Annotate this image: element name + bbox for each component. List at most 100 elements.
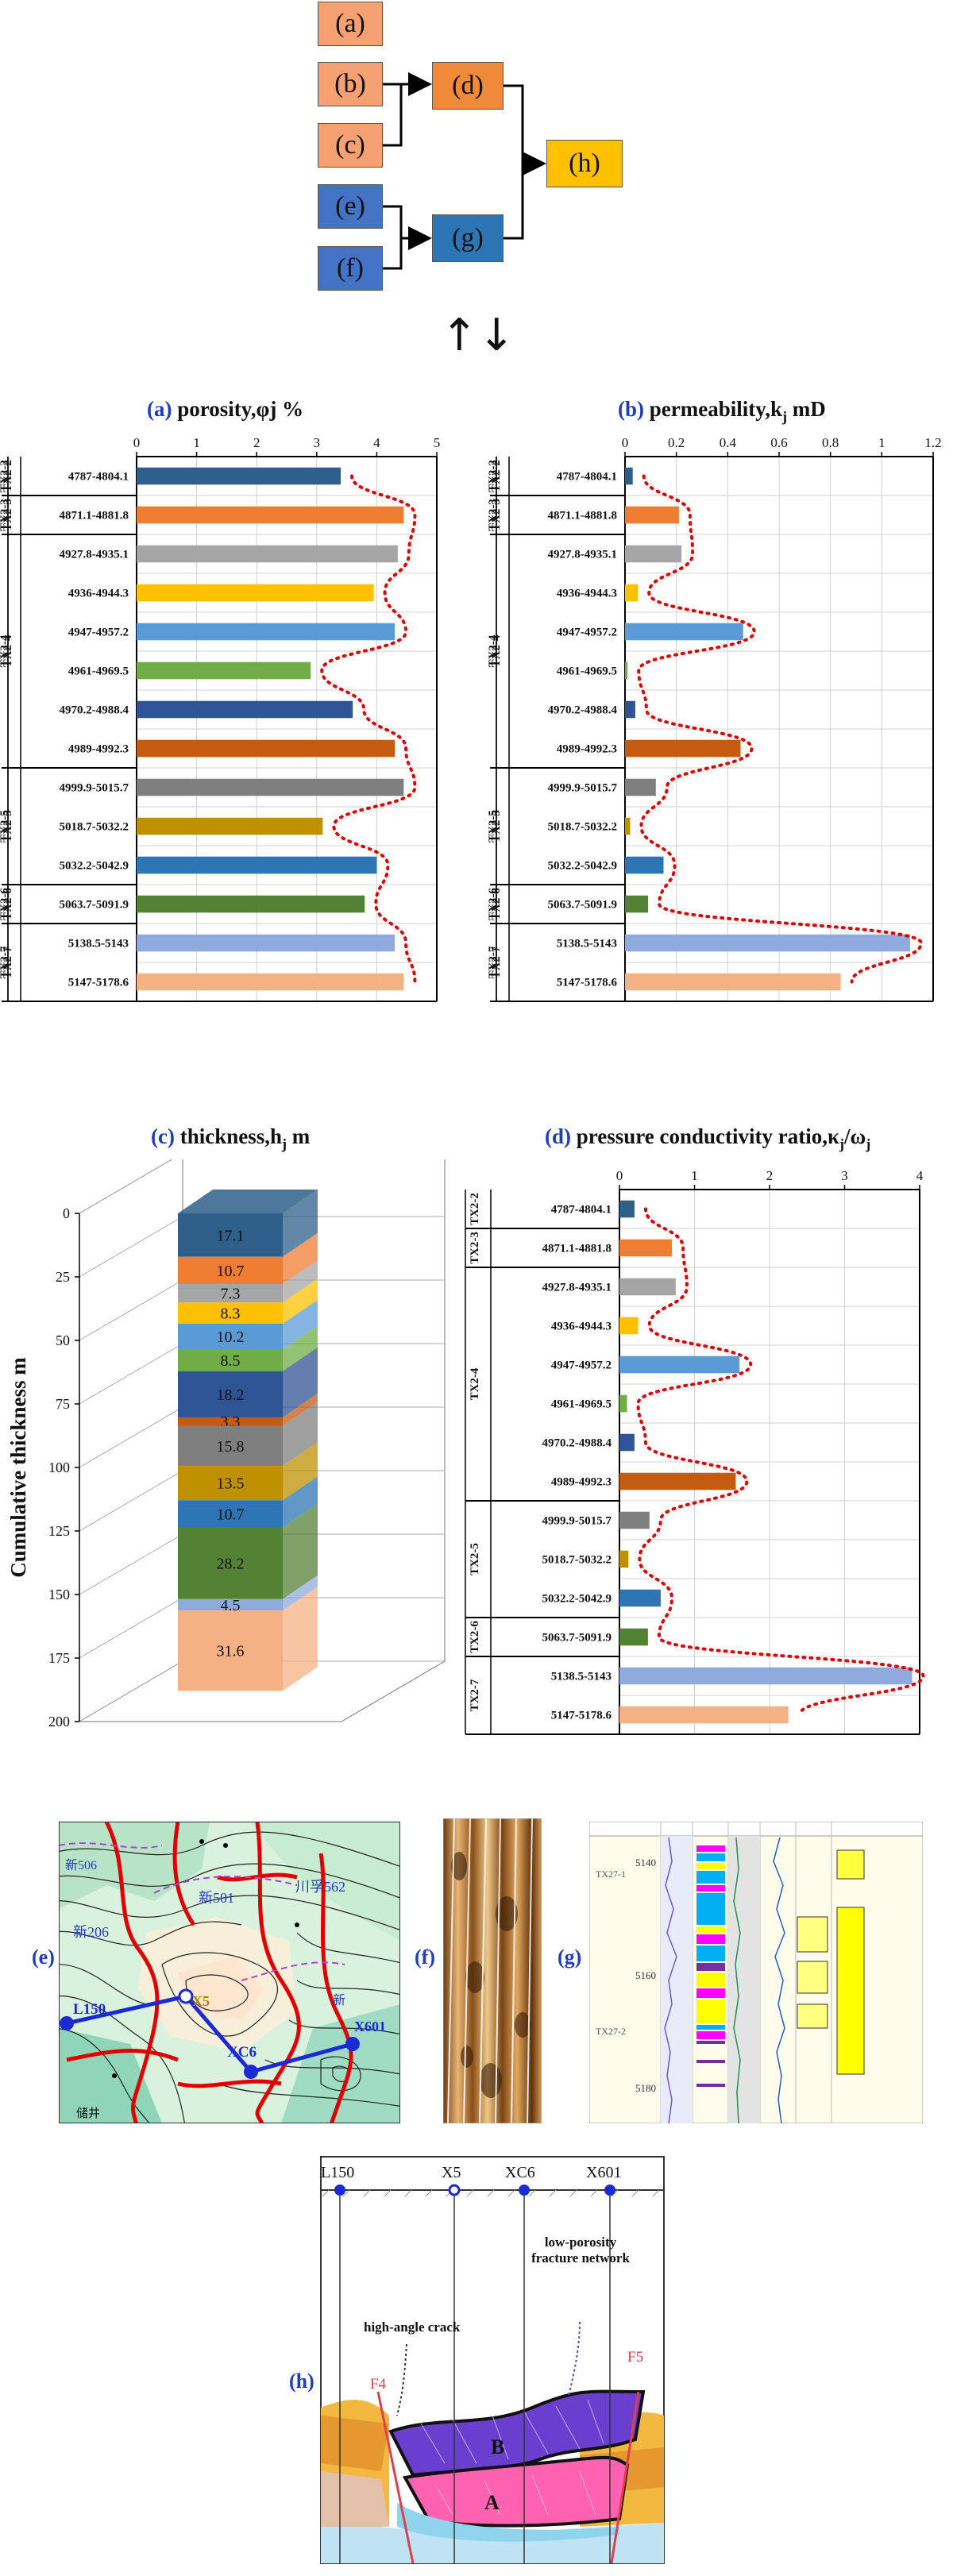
porosity-category-label: 5138.5-5143 <box>68 938 129 951</box>
panel-c-letter: (c) <box>151 1124 175 1148</box>
thickness-segment <box>178 1466 283 1501</box>
pressure-ratio-category-label: 4936-4944.3 <box>551 1321 612 1333</box>
porosity-category-label: 5018.7-5032.2 <box>60 821 129 834</box>
section-marker-x601 <box>604 2185 615 2196</box>
map-label-xin: 新 <box>333 1993 345 2007</box>
section-marker-x5 <box>448 2184 461 2196</box>
pressure-ratio-bar <box>619 1667 912 1685</box>
thickness-gridline-side <box>79 1406 183 1468</box>
permeability-group-label: TX2-5 <box>490 810 503 843</box>
porosity-category-label: 4970.2-4988.4 <box>60 704 129 717</box>
map-label-206: 新206 <box>73 1924 109 1940</box>
thickness-segment-side <box>283 1575 318 1611</box>
permeability-bar <box>625 545 682 563</box>
panel-e-letter: (e) <box>32 1945 55 1969</box>
flow-connectors <box>383 72 546 270</box>
flow-diagram: (a) (b) (c) (d) (e) (f) (g) (h) ↑↓ <box>0 0 953 373</box>
log-depth-5140: 5140 <box>635 1857 656 1868</box>
thickness-gridline-side <box>79 1159 173 1214</box>
map-well-x5: X5 <box>192 1993 210 2009</box>
thickness-tick-label: 75 <box>56 1396 70 1412</box>
core-image <box>443 1818 542 2123</box>
flow-box-f: (f) <box>318 246 383 291</box>
porosity-tick-label: 5 <box>434 435 441 450</box>
pressure-ratio-bar <box>619 1550 629 1568</box>
flow-box-c: (c) <box>318 123 383 168</box>
pressure-ratio-group-label: TX2-5 <box>469 1543 481 1575</box>
thickness-segment-label: 31.6 <box>217 1643 245 1660</box>
cross-section: L150 X5 XC6 X601 high-angle crack low-po… <box>320 2156 665 2564</box>
thickness-tick-label: 25 <box>56 1269 70 1285</box>
porosity-category-label: 5147-5178.6 <box>68 977 129 989</box>
log-depth-5160: 5160 <box>635 1969 656 1981</box>
pressure-ratio-category-label: 5063.7-5091.9 <box>542 1632 612 1645</box>
permeability-group-label: TX2-6 <box>488 888 500 920</box>
map-label-506: 新506 <box>65 1858 97 1872</box>
permeability-category-label: 4927.8-4935.1 <box>548 549 618 561</box>
flow-box-b: (b) <box>318 62 383 106</box>
label-body-a: A <box>484 2491 500 2514</box>
pressure-ratio-tick-label: 0 <box>616 1168 623 1183</box>
panel-d-letter: (d) <box>545 1124 571 1148</box>
pressure-ratio-category-label: 5018.7-5032.2 <box>542 1554 612 1567</box>
thickness-segment-side <box>283 1347 318 1417</box>
panel-a-title: (a) porosity,φj % <box>147 397 303 422</box>
porosity-group-label: TX2-2 <box>2 460 14 492</box>
pressure-ratio-bar <box>619 1472 736 1490</box>
thickness-segment-label: 10.7 <box>217 1506 245 1523</box>
log-zone-2: TX27-2 <box>596 2026 626 2037</box>
thickness-ylabel: Cumulative thickness m <box>6 1357 30 1578</box>
section-well-l150: L150 <box>321 2164 354 2181</box>
permeability-bar <box>625 895 649 913</box>
panel-b-letter: (b) <box>618 397 644 421</box>
thickness-gridline-side <box>79 1597 183 1659</box>
thickness-segment-label: 18.2 <box>217 1386 245 1404</box>
label-high-angle-crack: high-angle crack <box>364 2320 461 2335</box>
map-well-xc6: XC6 <box>227 2044 257 2061</box>
panel-d-title: (d) pressure conductivity ratio,κj/ωj <box>545 1124 870 1152</box>
panel-b-title-unit: mD <box>787 397 826 421</box>
thickness-segment-side <box>283 1299 318 1350</box>
pressure-ratio-trend-curve <box>636 1207 925 1717</box>
panel-d-title-text: pressure conductivity ratio,κ <box>576 1124 839 1148</box>
permeability-category-label: 4961-4969.5 <box>557 665 617 678</box>
permeability-category-label: 4787-4804.1 <box>557 471 617 484</box>
panel-c-title-sub: j <box>282 1136 287 1152</box>
porosity-group-label: TX2-2 <box>0 460 11 492</box>
section-well-xc6: XC6 <box>505 2164 535 2181</box>
thickness-segment-label: 15.8 <box>217 1438 245 1456</box>
permeability-group-label: TX2-3 <box>488 499 500 531</box>
pressure-ratio-chart: 0 1 2 3 4 4787-4804.1 4871.1-4881.8 4927.8-4935… <box>465 1168 925 1735</box>
pressure-ratio-bar <box>619 1628 648 1646</box>
pressure-ratio-bar <box>619 1355 740 1374</box>
section-marker-l150 <box>334 2185 345 2196</box>
porosity-bar <box>137 973 404 991</box>
pressure-ratio-group-label: TX2-2 <box>469 1193 481 1225</box>
porosity-group-label: TX2-6 <box>2 888 14 920</box>
thickness-segment-side <box>283 1476 318 1528</box>
porosity-bar <box>137 895 365 913</box>
permeability-category-label: 4989-4992.3 <box>557 743 617 756</box>
porosity-group-label: TX2-3 <box>2 499 14 531</box>
permeability-bar <box>625 506 679 524</box>
pressure-ratio-category-label: 5032.2-5042.9 <box>542 1593 612 1606</box>
thickness-tick-label: 125 <box>48 1523 70 1539</box>
porosity-category-label: 4947-4957.2 <box>68 627 129 639</box>
porosity-category-label: 4871.1-4881.8 <box>60 510 129 523</box>
thickness-segment-top <box>178 1190 318 1213</box>
permeability-chart: 0 0.2 0.4 0.6 0.8 1 1.2 4787-4804.1 4871.1-4881.… <box>488 435 942 1002</box>
pressure-ratio-bar <box>619 1589 661 1607</box>
porosity-bar <box>137 545 398 563</box>
permeability-bar <box>625 856 664 874</box>
panel-c-title: (c) thickness,hj m <box>151 1124 310 1152</box>
porosity-bar <box>137 934 395 952</box>
permeability-category-label: 5018.7-5032.2 <box>548 821 618 834</box>
thickness-segment-side <box>283 1190 318 1257</box>
pressure-ratio-category-label: 4961-4969.5 <box>551 1398 612 1411</box>
permeability-tick-label: 0.2 <box>668 435 685 450</box>
porosity-category-label: 4961-4969.5 <box>68 665 129 678</box>
permeability-bar <box>625 584 639 602</box>
flow-box-d: (d) <box>432 62 504 110</box>
well-log: 5140 5160 5180 TX27-1 TX27-2 <box>589 1822 923 2123</box>
porosity-bar <box>137 661 311 680</box>
